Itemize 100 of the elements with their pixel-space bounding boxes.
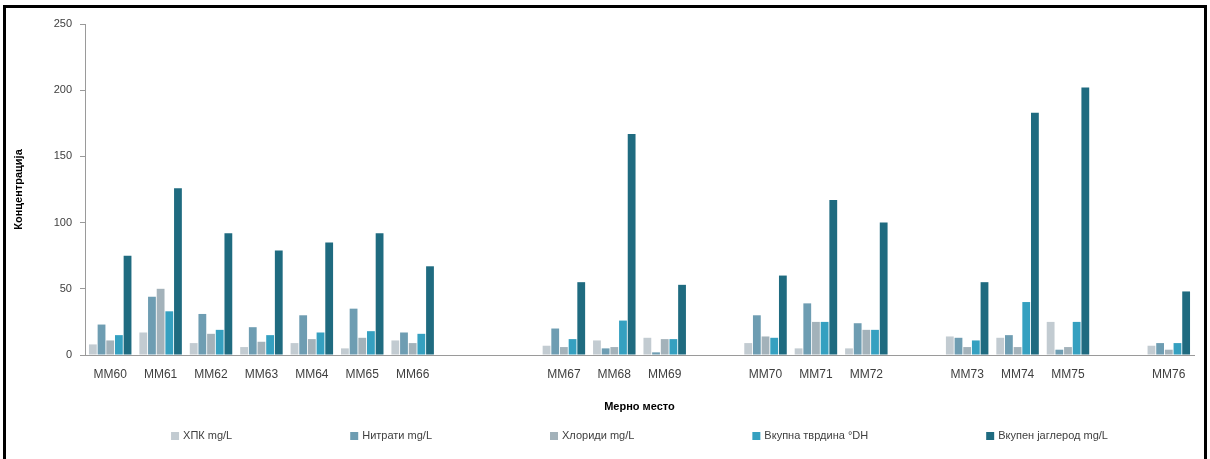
bar <box>643 337 652 355</box>
bar <box>290 343 299 355</box>
bar <box>349 308 358 355</box>
bar <box>215 329 224 355</box>
x-tick-label: MM70 <box>748 366 783 381</box>
bar <box>761 336 770 355</box>
bar <box>400 332 408 355</box>
bar <box>845 348 853 355</box>
bar <box>752 315 761 355</box>
bar <box>257 341 266 355</box>
x-tick-label: MM64 <box>295 366 329 381</box>
bar <box>299 315 308 355</box>
bar <box>165 311 174 355</box>
bar <box>963 347 972 355</box>
bar <box>358 337 367 355</box>
x-tick-label: MM69 <box>648 366 682 381</box>
legend-label: ХПК mg/L <box>183 429 233 442</box>
y-tick-label: 200 <box>53 83 72 96</box>
bar <box>240 347 248 355</box>
bar <box>325 242 334 355</box>
bar <box>778 275 787 355</box>
bar <box>669 339 678 355</box>
bar <box>652 352 660 355</box>
bar <box>954 337 963 355</box>
bar <box>803 303 812 355</box>
y-tick-label: 0 <box>65 348 72 361</box>
bar <box>1072 321 1081 355</box>
bar <box>660 339 669 355</box>
x-tick-label: MM73 <box>950 366 985 381</box>
bar <box>770 337 779 355</box>
bar <box>207 333 215 355</box>
bar <box>417 333 426 355</box>
bar <box>148 296 156 355</box>
bar <box>945 336 954 355</box>
bar <box>610 347 619 355</box>
bar <box>971 340 980 355</box>
bar <box>341 348 349 355</box>
x-tick-label: MM72 <box>849 366 884 381</box>
bar <box>1055 349 1064 355</box>
x-tick-label: MM61 <box>143 366 178 381</box>
bar <box>274 250 283 355</box>
legend-label: Вкупен јаглерод mg/L <box>998 429 1108 442</box>
bar <box>853 323 862 355</box>
bar <box>619 320 627 355</box>
x-tick-label: MM68 <box>597 366 632 381</box>
bar <box>156 288 165 355</box>
x-tick-label: MM60 <box>93 366 128 381</box>
bar <box>1156 343 1165 355</box>
bar <box>980 282 989 355</box>
bar <box>174 188 182 355</box>
bar <box>1046 321 1055 355</box>
bar <box>375 233 384 355</box>
x-tick-label: MM67 <box>547 366 581 381</box>
bar <box>744 343 753 355</box>
bar <box>139 332 148 355</box>
bar <box>266 335 274 355</box>
y-tick-label: 50 <box>59 281 72 294</box>
x-tick-label: MM76 <box>1152 366 1186 381</box>
bar <box>593 340 601 355</box>
bar <box>248 327 257 355</box>
bar <box>316 332 325 355</box>
x-tick-label: MM75 <box>1051 366 1085 381</box>
bar <box>1022 302 1031 355</box>
bar <box>1164 349 1173 355</box>
x-tick-label: MM74 <box>1000 366 1035 381</box>
bar <box>1081 87 1090 355</box>
x-axis-title: Мерно место <box>604 400 676 413</box>
bar <box>1064 347 1072 355</box>
bar <box>812 321 820 355</box>
bar <box>820 321 829 355</box>
bar <box>367 331 375 355</box>
legend-label: Вкупна тврдина °DH <box>764 429 869 442</box>
bar <box>568 339 577 355</box>
bar <box>391 340 400 355</box>
bar <box>794 348 803 355</box>
bar <box>97 324 106 355</box>
y-axis-title: Концентрација <box>11 148 24 230</box>
bar <box>862 329 871 355</box>
bar <box>627 133 636 355</box>
bar <box>307 339 316 355</box>
bar <box>189 343 198 355</box>
x-tick-label: MM62 <box>194 366 229 381</box>
bar <box>106 340 115 355</box>
legend-label: Хлориди mg/L <box>562 429 635 442</box>
bar <box>1005 335 1013 355</box>
bar <box>426 266 434 355</box>
bar <box>1031 112 1039 355</box>
bar <box>678 284 686 355</box>
bar <box>408 343 417 355</box>
bar <box>88 344 97 355</box>
bar <box>1147 345 1156 355</box>
bar <box>1173 343 1182 355</box>
x-tick-label: MM63 <box>244 366 279 381</box>
bar <box>542 345 551 355</box>
bar <box>224 233 233 355</box>
bar <box>114 335 123 355</box>
bar <box>871 329 879 355</box>
y-tick-label: 100 <box>53 215 72 228</box>
bar <box>551 328 560 355</box>
bar <box>577 282 586 355</box>
